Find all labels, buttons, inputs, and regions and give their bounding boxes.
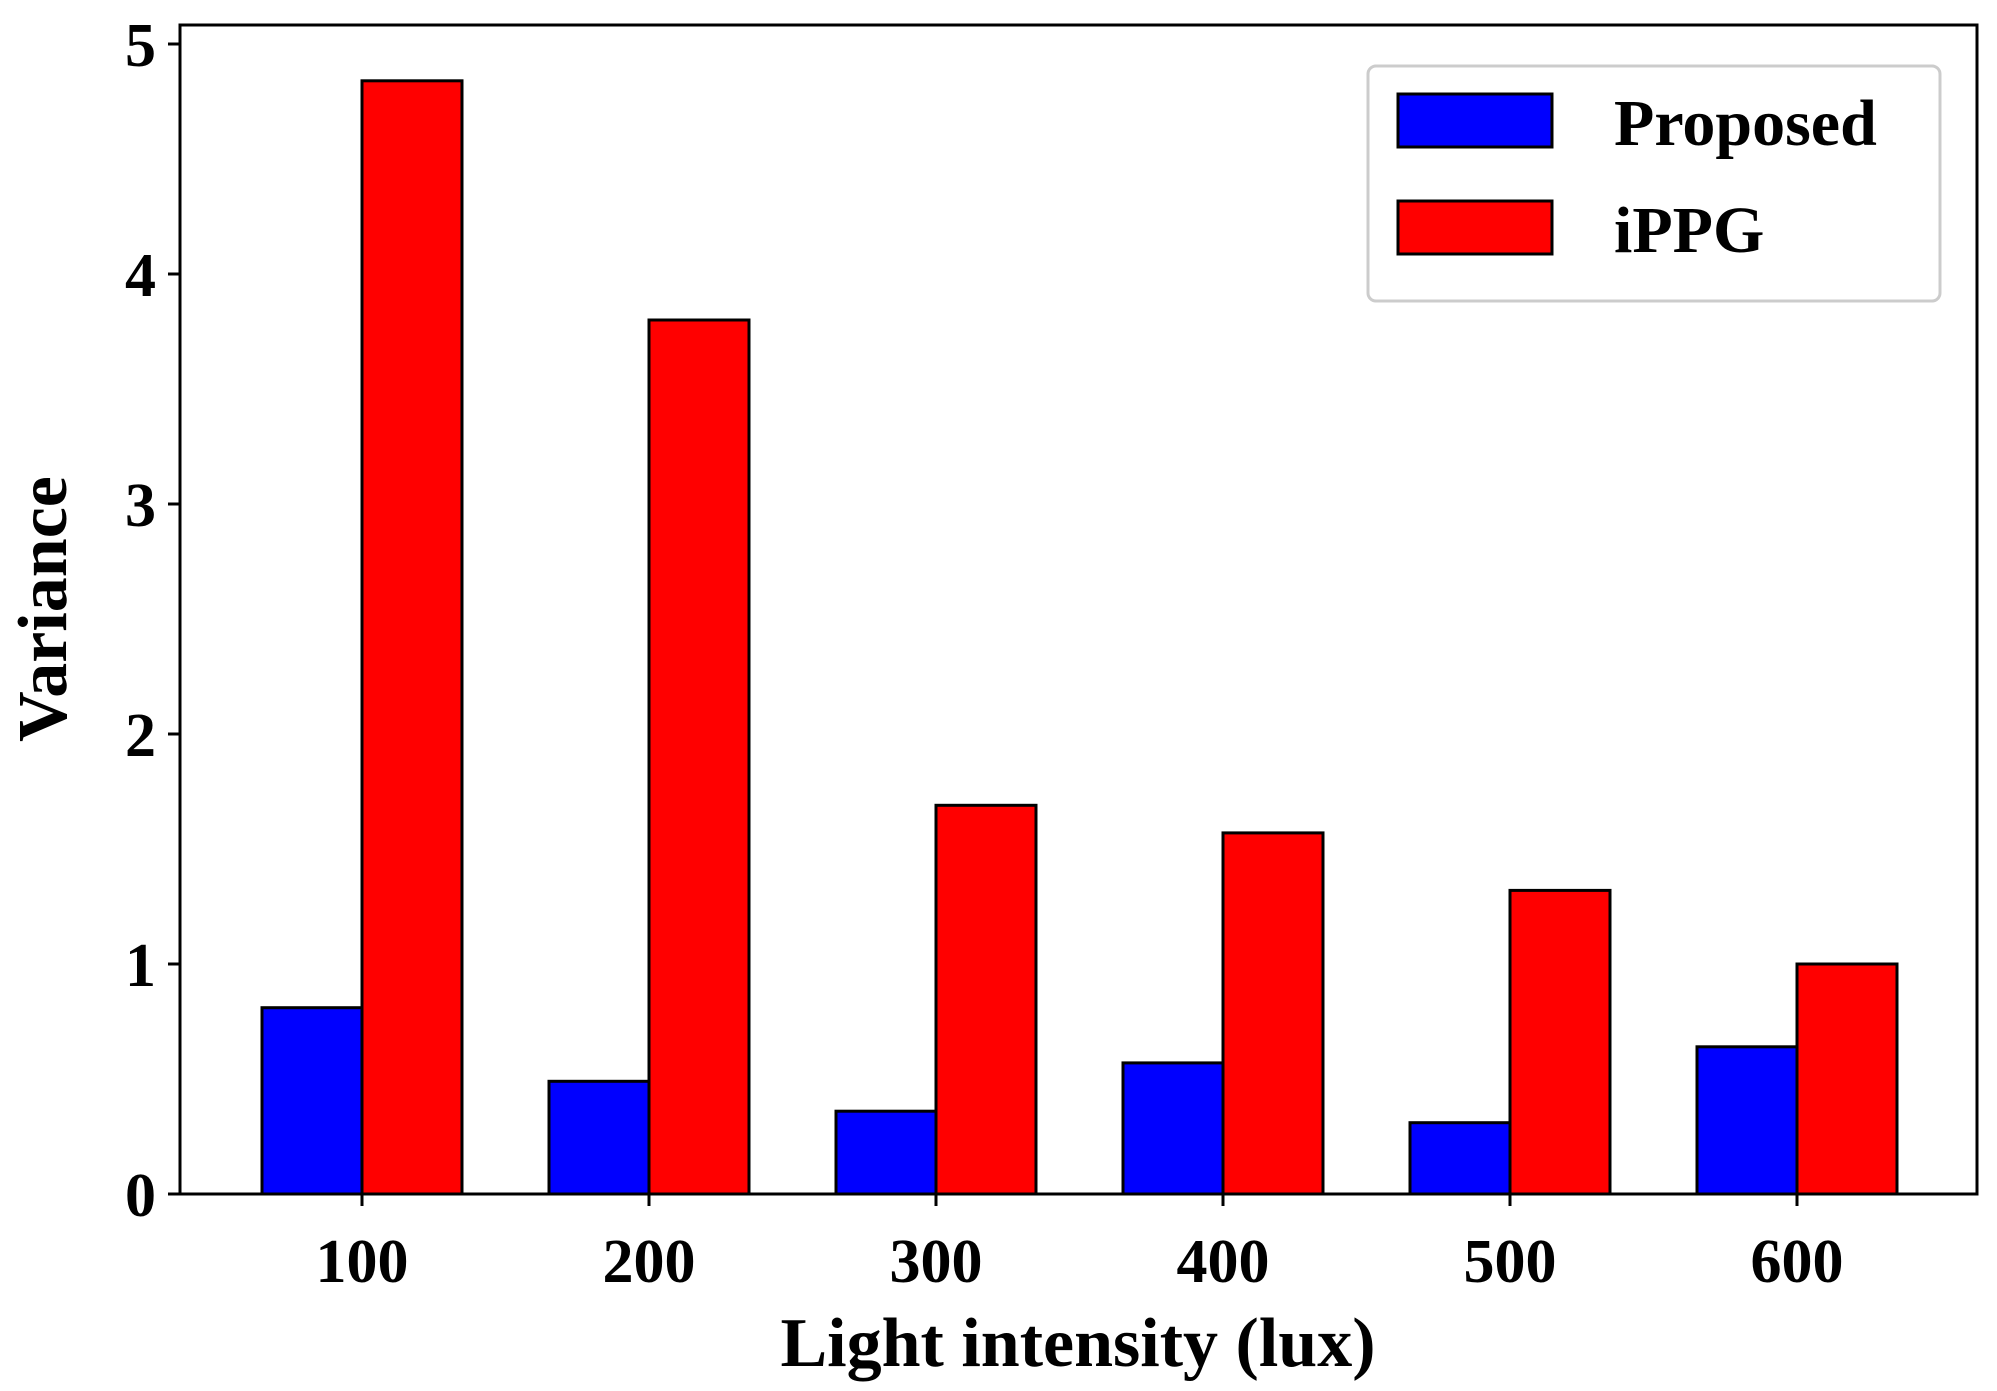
bar-proposed-500 <box>1408 1121 1512 1196</box>
bar-ippg-500 <box>1508 888 1612 1196</box>
x-tick-label-600: 600 <box>1751 1228 1844 1296</box>
x-tick-label-300: 300 <box>890 1228 983 1296</box>
x-tick-label-100: 100 <box>316 1228 409 1296</box>
bar-ippg-100 <box>360 79 464 1196</box>
x-tick-label-200: 200 <box>603 1228 696 1296</box>
bar-ippg-200 <box>647 318 751 1196</box>
x-axis-label: Light intensity (lux) <box>780 1305 1375 1382</box>
bar-proposed-200 <box>547 1079 651 1196</box>
x-tick-label-400: 400 <box>1177 1228 1270 1296</box>
plot-frame <box>178 23 1979 1196</box>
bar-proposed-300 <box>834 1109 938 1196</box>
bars-group <box>260 79 1899 1196</box>
bar-proposed-100 <box>260 1006 364 1196</box>
bar-proposed-400 <box>1121 1061 1225 1196</box>
bar-ippg-600 <box>1795 962 1899 1196</box>
legend-label-proposed: Proposed <box>1614 87 1877 160</box>
y-tick-label-1: 1 <box>125 932 156 1000</box>
y-tick-label-2: 2 <box>125 702 156 770</box>
y-axis-ticks: 0 1 2 3 4 5 <box>125 12 180 1230</box>
y-tick-label-4: 4 <box>125 242 156 310</box>
y-tick-label-0: 0 <box>125 1162 156 1230</box>
bar-ippg-400 <box>1221 831 1325 1196</box>
y-axis-label: Variance <box>5 476 82 742</box>
legend-swatch-proposed <box>1396 92 1554 149</box>
y-tick-label-5: 5 <box>125 12 156 80</box>
bar-ippg-300 <box>934 803 1038 1196</box>
x-axis-ticks: 100 200 300 400 500 600 <box>316 1194 1844 1296</box>
legend-swatch-ippg <box>1396 199 1554 256</box>
x-tick-label-500: 500 <box>1464 1228 1557 1296</box>
y-tick-label-3: 3 <box>125 472 156 540</box>
bar-proposed-600 <box>1695 1045 1799 1196</box>
legend-label-ippg: iPPG <box>1614 194 1764 267</box>
legend: Proposed iPPG <box>1366 64 1942 303</box>
